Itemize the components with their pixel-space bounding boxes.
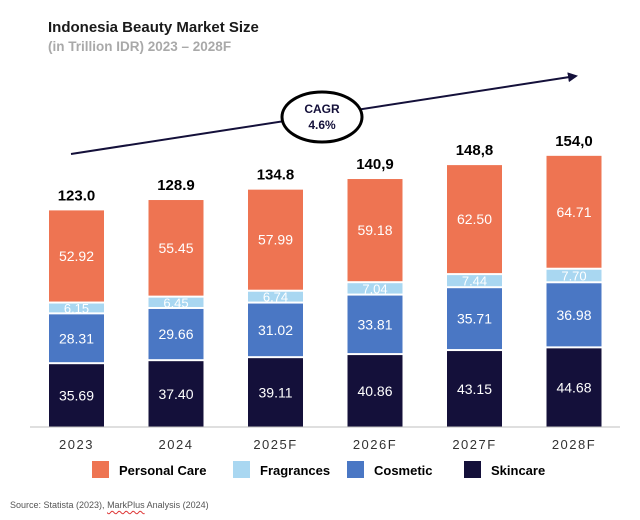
data-label-personal-care-2027f: 62.50 <box>457 211 492 227</box>
source-prefix: Source: Statista (2023), <box>10 500 108 510</box>
cagr-value: 4.6% <box>308 118 336 132</box>
x-tick-label-2028f: 2028F <box>552 437 596 452</box>
data-label-skincare-2026f: 40.86 <box>357 383 392 399</box>
data-label-personal-care-2024: 55.45 <box>158 240 193 256</box>
bar-skincare-2028f <box>546 348 602 427</box>
total-label-2023: 123.0 <box>58 187 96 204</box>
legend-label-fragrances: Fragrances <box>260 463 330 478</box>
bar-fragrances-2024 <box>148 297 204 307</box>
bar-skincare-2027f <box>447 351 502 427</box>
bar-cosmetic-2025f <box>248 303 303 357</box>
legend-swatch-personal-care <box>92 461 109 478</box>
legend-swatch-skincare <box>464 461 481 478</box>
bar-fragrances-2028f <box>546 269 602 282</box>
bar-fragrances-2025f <box>248 291 303 302</box>
legend-label-skincare: Skincare <box>491 463 545 478</box>
x-tick-label-2023: 2023 <box>59 437 94 452</box>
source-suffix: Analysis (2024) <box>144 500 209 510</box>
data-label-skincare-2023: 35.69 <box>59 388 94 404</box>
x-tick-label-2025f: 2025F <box>253 437 297 452</box>
data-label-cosmetic-2026f: 33.81 <box>357 316 392 332</box>
legend: Personal Care Fragrances Cosmetic Skincare <box>92 461 545 478</box>
total-label-2028f: 154,0 <box>555 133 593 150</box>
bar-personal-care-2028f <box>546 155 602 268</box>
data-label-fragrances-2025f: 6.74 <box>263 290 288 305</box>
data-label-cosmetic-2025f: 31.02 <box>258 322 293 338</box>
bar-skincare-2025f <box>248 358 303 427</box>
data-label-cosmetic-2027f: 35.71 <box>457 311 492 327</box>
total-label-2025f: 134.8 <box>257 167 295 184</box>
legend-label-personal-care: Personal Care <box>119 463 206 478</box>
legend-swatch-cosmetic <box>347 461 364 478</box>
data-label-personal-care-2026f: 59.18 <box>357 222 392 238</box>
bar-group: 35.69 28.31 6.15 52.92 123.0 37.40 29.66 6.45 55… <box>49 133 602 427</box>
bar-skincare-2023 <box>49 364 104 427</box>
cagr-annotation: CAGR 4.6% <box>280 90 364 144</box>
chart-title: Indonesia Beauty Market Size <box>48 19 259 36</box>
x-axis-ticks: 2023 2024 2025F 2026F 2027F 2028F <box>59 437 596 452</box>
x-tick-label-2027f: 2027F <box>452 437 496 452</box>
chart-subtitle: (in Trillion IDR) 2023 – 2028F <box>48 39 232 54</box>
x-tick-label-2024: 2024 <box>159 437 194 452</box>
data-label-cosmetic-2023: 28.31 <box>59 330 94 346</box>
data-label-fragrances-2028f: 7.70 <box>561 269 586 284</box>
data-label-fragrances-2023: 6.15 <box>64 301 89 316</box>
data-label-personal-care-2023: 52.92 <box>59 248 94 264</box>
data-label-skincare-2024: 37.40 <box>158 386 193 402</box>
bar-cosmetic-2024 <box>148 308 204 360</box>
data-label-fragrances-2027f: 7.44 <box>462 274 487 289</box>
bar-personal-care-2024 <box>148 200 204 296</box>
cagr-ellipse <box>280 90 364 144</box>
data-label-personal-care-2025f: 57.99 <box>258 232 293 248</box>
data-label-skincare-2027f: 43.15 <box>457 381 492 397</box>
data-label-cosmetic-2028f: 36.98 <box>556 307 591 323</box>
bar-cosmetic-2027f <box>447 288 502 350</box>
data-label-cosmetic-2024: 29.66 <box>158 326 193 342</box>
bar-personal-care-2027f <box>447 165 502 274</box>
bar-personal-care-2025f <box>248 189 303 290</box>
total-label-2027f: 148,8 <box>456 142 494 159</box>
bar-cosmetic-2028f <box>546 283 602 347</box>
data-label-skincare-2028f: 44.68 <box>556 380 591 396</box>
total-label-2024: 128.9 <box>157 177 195 194</box>
source-flagged-word: MarkPlus <box>107 500 145 510</box>
bar-skincare-2024 <box>148 361 204 427</box>
data-label-personal-care-2028f: 64.71 <box>556 204 591 220</box>
bar-cosmetic-2026f <box>347 295 403 354</box>
cagr-label: CAGR <box>304 102 340 116</box>
data-label-fragrances-2026f: 7.04 <box>362 281 387 296</box>
total-label-2026f: 140,9 <box>356 156 394 173</box>
bar-personal-care-2023 <box>49 210 104 302</box>
bar-cosmetic-2023 <box>49 314 104 363</box>
data-label-fragrances-2024: 6.45 <box>163 295 188 310</box>
bar-fragrances-2023 <box>49 303 104 313</box>
bar-fragrances-2026f <box>347 283 403 294</box>
bar-fragrances-2027f <box>447 275 502 287</box>
data-label-skincare-2025f: 39.11 <box>259 385 293 401</box>
bar-personal-care-2026f <box>347 179 403 282</box>
x-tick-label-2026f: 2026F <box>353 437 397 452</box>
bar-skincare-2026f <box>347 355 403 427</box>
source-note: Source: Statista (2023), MarkPlus Analys… <box>10 500 209 510</box>
legend-swatch-fragrances <box>233 461 250 478</box>
legend-label-cosmetic: Cosmetic <box>374 463 433 478</box>
